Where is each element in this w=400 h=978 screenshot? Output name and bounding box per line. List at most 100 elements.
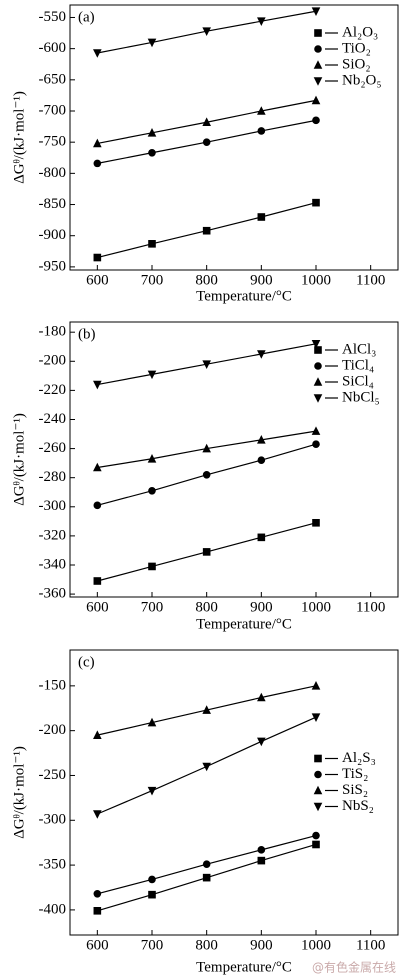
y-tick-label: -800 [39,165,67,181]
marker [311,95,321,105]
marker [313,785,323,795]
y-tick-label: -350 [39,857,67,873]
x-tick-label: 1100 [356,937,385,953]
x-tick-label: 600 [86,272,109,288]
legend-label: SiCl₄ [342,373,374,389]
y-tick-label: -850 [39,196,67,212]
marker [147,786,157,796]
marker [312,198,320,207]
marker [202,117,211,127]
y-tick-label: -320 [39,527,67,543]
x-tick-label: 800 [195,937,218,953]
marker [312,440,320,449]
marker [147,128,157,137]
x-tick-label: 1100 [356,599,385,615]
marker [257,435,266,444]
marker [313,802,323,812]
legend-label: NbCl₅ [342,389,380,405]
marker [93,462,102,472]
marker [257,127,266,135]
marker [202,860,211,868]
y-tick-label: -240 [39,411,67,427]
marker [311,713,321,723]
marker [147,717,157,727]
y-tick-label: -300 [39,498,67,514]
marker [257,533,266,542]
marker [311,681,321,690]
marker [257,692,266,702]
marker [314,29,322,37]
marker [257,846,266,854]
x-tick-label: 900 [250,599,273,615]
marker [148,875,156,884]
plot-frame [69,321,399,598]
marker [257,456,266,465]
legend-label: Nb₂O₅ [342,72,382,88]
marker [93,810,102,819]
marker [314,770,322,779]
marker [93,138,102,148]
marker [93,159,102,168]
y-tick-label: -260 [39,440,67,456]
legend-label: TiO₂ [342,40,371,56]
y-axis-label: ΔGᶿ/(kJ·mol⁻¹) [11,91,27,184]
legend-label: SiS₂ [342,782,368,798]
marker [311,7,321,17]
y-tick-label: -650 [39,71,67,87]
plot-frame [69,4,399,271]
x-axis-label: Temperature/°C [196,288,292,304]
y-tick-label: -300 [39,812,67,828]
marker [202,443,211,453]
x-tick-label: 700 [141,937,164,953]
marker [148,890,156,899]
marker [93,730,102,739]
legend-label: NbS₂ [342,798,374,814]
marker [311,340,321,349]
marker [202,470,211,479]
marker [148,240,156,248]
marker [314,45,322,53]
x-tick-label: 700 [141,272,164,288]
marker [312,116,320,125]
marker [202,226,211,235]
marker [147,38,157,48]
panel-label: (b) [78,326,96,342]
marker [312,518,320,527]
y-axis-label: ΔGᶿ/(kJ·mol⁻¹) [11,413,27,506]
marker [314,346,322,354]
marker [257,17,266,27]
marker [147,453,157,463]
y-tick-label: -600 [39,40,67,56]
legend-label: TiCl₄ [342,357,374,373]
marker [202,360,211,369]
marker [202,705,211,714]
legend-label: SiO₂ [342,56,371,72]
marker [148,486,156,495]
x-tick-label: 900 [250,272,273,288]
y-tick-label: -900 [39,227,67,243]
y-tick-label: -200 [39,353,67,369]
marker [314,362,322,370]
marker [312,831,320,840]
marker [202,548,211,556]
y-tick-label: -400 [39,901,67,917]
marker [311,426,321,435]
marker [313,77,323,86]
x-tick-label: 600 [86,937,109,953]
x-tick-label: 800 [195,272,218,288]
x-tick-label: 800 [195,599,218,615]
x-tick-label: 1000 [301,272,331,288]
marker [313,377,323,386]
marker [93,380,102,390]
panel-label: (c) [78,654,95,670]
marker [257,106,266,115]
x-tick-label: 1000 [301,599,331,615]
marker [257,350,266,359]
marker [93,577,102,585]
marker [313,394,323,403]
y-tick-label: -360 [39,586,67,602]
legend-label: TiS₂ [342,766,368,782]
marker [202,27,211,36]
marker [257,856,266,865]
x-tick-label: 1100 [356,272,385,288]
